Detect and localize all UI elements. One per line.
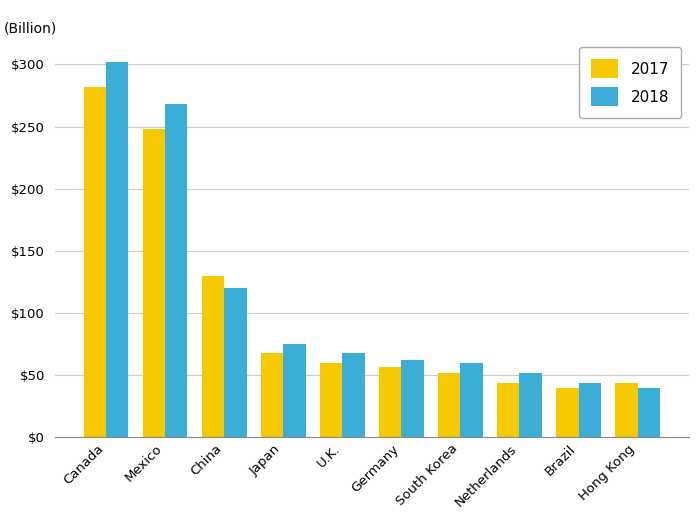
Bar bbox=[497, 383, 519, 437]
Bar bbox=[143, 129, 165, 437]
Bar bbox=[320, 363, 342, 437]
Bar bbox=[260, 353, 284, 437]
Text: (Billion): (Billion) bbox=[4, 21, 57, 35]
Bar bbox=[379, 367, 401, 437]
Bar bbox=[401, 360, 424, 437]
Bar bbox=[638, 387, 660, 437]
Bar bbox=[578, 383, 601, 437]
Bar bbox=[284, 344, 306, 437]
Legend: 2017, 2018: 2017, 2018 bbox=[579, 47, 681, 118]
Bar bbox=[83, 87, 106, 437]
Bar bbox=[519, 373, 542, 437]
Bar bbox=[615, 383, 638, 437]
Bar bbox=[556, 387, 578, 437]
Bar bbox=[461, 363, 483, 437]
Bar bbox=[165, 104, 188, 437]
Bar bbox=[438, 373, 461, 437]
Bar bbox=[224, 288, 246, 437]
Bar bbox=[106, 62, 128, 437]
Bar bbox=[202, 276, 224, 437]
Bar bbox=[342, 353, 365, 437]
